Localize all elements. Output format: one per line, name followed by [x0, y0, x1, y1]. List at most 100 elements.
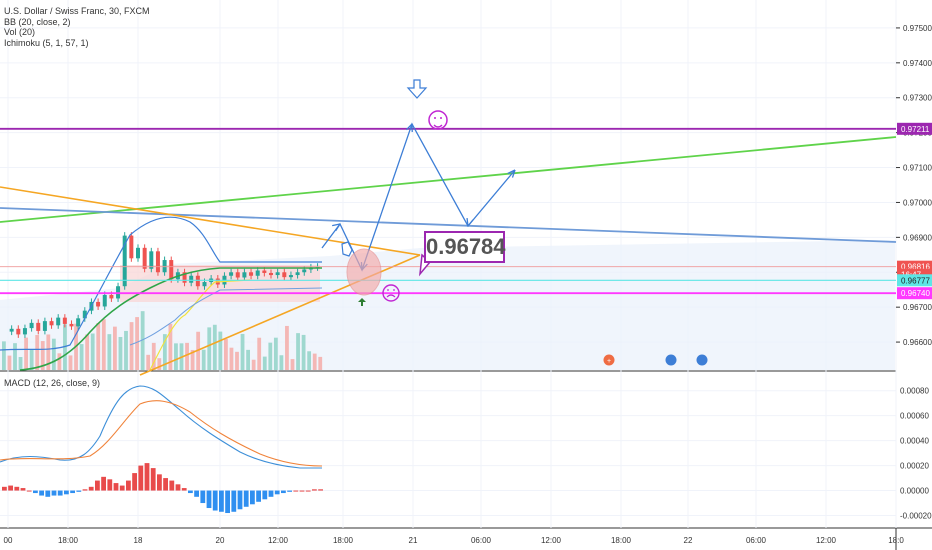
volume-bar-41 — [229, 347, 234, 370]
event-marker-1 — [665, 354, 677, 366]
macd-hist-bar-9 — [57, 490, 63, 496]
candle-body-43 — [288, 275, 293, 278]
candle-body-23 — [155, 251, 160, 273]
volume-bar-15 — [85, 334, 90, 370]
macd-hist-bar-23 — [144, 463, 150, 491]
candle-body-35 — [235, 272, 240, 278]
candle-body-34 — [229, 272, 234, 276]
arrow-head-0-a — [335, 223, 341, 232]
volume-bar-24 — [135, 317, 139, 370]
candle-body-38 — [255, 270, 260, 276]
price-tick-5: 0.97000 — [903, 198, 932, 207]
candle-body-18 — [122, 235, 127, 287]
indicator-vol[interactable]: Vol (20) — [4, 27, 36, 37]
volume-bar-57 — [318, 356, 323, 370]
candle-body-40 — [269, 272, 273, 276]
volume-bar-5 — [29, 349, 34, 370]
volume-bar-16 — [90, 333, 95, 370]
macd-title[interactable]: MACD (12, 26, close, 9) — [4, 378, 101, 388]
macd-hist-bar-33 — [206, 490, 212, 509]
macd-hist-bar-32 — [200, 490, 206, 504]
volume-bar-0 — [2, 341, 6, 370]
volume-bar-20 — [113, 326, 117, 370]
bb-basis — [19, 267, 322, 371]
signal-line — [0, 400, 323, 467]
volume-bar-25 — [140, 311, 145, 370]
arrow-head-3-a — [466, 217, 469, 227]
candle-body-15 — [102, 294, 107, 307]
volume-bar-8 — [46, 334, 51, 370]
macd-hist-bar-4 — [26, 490, 32, 492]
candle-body-11 — [76, 318, 81, 327]
time-tick-4: 12:00 — [268, 536, 289, 545]
frown-icon — [382, 284, 400, 302]
volume-bar-10 — [57, 353, 62, 370]
volume-bar-53 — [296, 333, 300, 370]
macd-hist-bar-35 — [219, 490, 224, 512]
volume-bar-18 — [101, 319, 106, 370]
macd-hist-bar-2 — [14, 486, 20, 491]
candle-body-41 — [275, 272, 280, 276]
indicator-bb[interactable]: BB (20, close, 2) — [4, 16, 71, 27]
kumo-cloud — [120, 265, 320, 302]
macd-hist-bar-20 — [126, 480, 131, 491]
volume-bar-29 — [162, 334, 167, 370]
macd-hist-bar-5 — [33, 490, 38, 494]
up-arrow-icon — [358, 298, 366, 306]
volume-bar-30 — [168, 323, 173, 370]
macd-hist-bar-1 — [8, 485, 13, 491]
price-callout: 0.96784 — [424, 231, 506, 263]
volume-bar-39 — [218, 331, 223, 370]
time-tick-3: 20 — [216, 536, 225, 545]
price-label-bg-0 — [897, 122, 932, 135]
macd-hist-bar-24 — [150, 468, 156, 491]
macd-hist-bar-44 — [274, 490, 280, 495]
candle-body-22 — [149, 251, 154, 269]
candle-body-21 — [142, 247, 147, 269]
volume-bar-11 — [63, 324, 67, 370]
volume-bar-6 — [35, 335, 40, 370]
volume-bar-50 — [279, 355, 284, 370]
price-label-bg-4 — [897, 287, 932, 300]
arrow-head-0-b — [332, 223, 341, 227]
volume-bar-52 — [290, 359, 295, 370]
green-trendline — [0, 136, 897, 223]
price-tick-6: 0.96900 — [903, 233, 932, 242]
candle-body-19 — [129, 235, 134, 259]
arrow-head-4-a — [511, 169, 516, 178]
volume-bar-48 — [268, 342, 273, 370]
macd-hist-bar-42 — [262, 490, 268, 500]
volume-bar-14 — [79, 344, 84, 370]
volume-bar-27 — [151, 342, 156, 370]
time-tick-8: 12:00 — [541, 536, 562, 545]
pointing-hand-icon — [341, 241, 353, 257]
macd-hist-bar-31 — [194, 490, 199, 497]
candle-body-25 — [169, 260, 174, 280]
macd-hist-bar-47 — [293, 490, 299, 492]
macd-hist-bar-43 — [268, 490, 274, 497]
candle-body-29 — [195, 275, 200, 287]
candle-body-6 — [42, 321, 47, 331]
macd-hist-bar-17 — [107, 479, 113, 491]
price-tick-2: 0.97300 — [903, 94, 932, 103]
volume-bar-42 — [235, 351, 239, 370]
volume-bar-45 — [251, 359, 256, 370]
volume-bar-36 — [201, 349, 206, 370]
macd-hist-bar-13 — [82, 489, 88, 491]
macd-hist-bar-19 — [119, 485, 125, 491]
candle-body-2 — [16, 328, 21, 335]
candle-body-1 — [9, 328, 14, 332]
symbol-title[interactable]: U.S. Dollar / Swiss Franc, 30, FXCM — [4, 6, 150, 16]
indicator-ichimoku[interactable]: Ichimoku (5, 1, 57, 1) — [4, 37, 89, 48]
candle-body-39 — [262, 270, 267, 273]
time-tick-11: 06:00 — [746, 536, 767, 545]
macd-hist-bar-36 — [225, 490, 230, 514]
smile-icon — [428, 110, 448, 130]
candle-body-14 — [96, 301, 101, 307]
volume-bar-47 — [262, 356, 267, 370]
volume-bar-12 — [68, 355, 73, 370]
macd-hist-bar-39 — [243, 490, 249, 507]
macd-hist-bar-14 — [88, 486, 94, 491]
